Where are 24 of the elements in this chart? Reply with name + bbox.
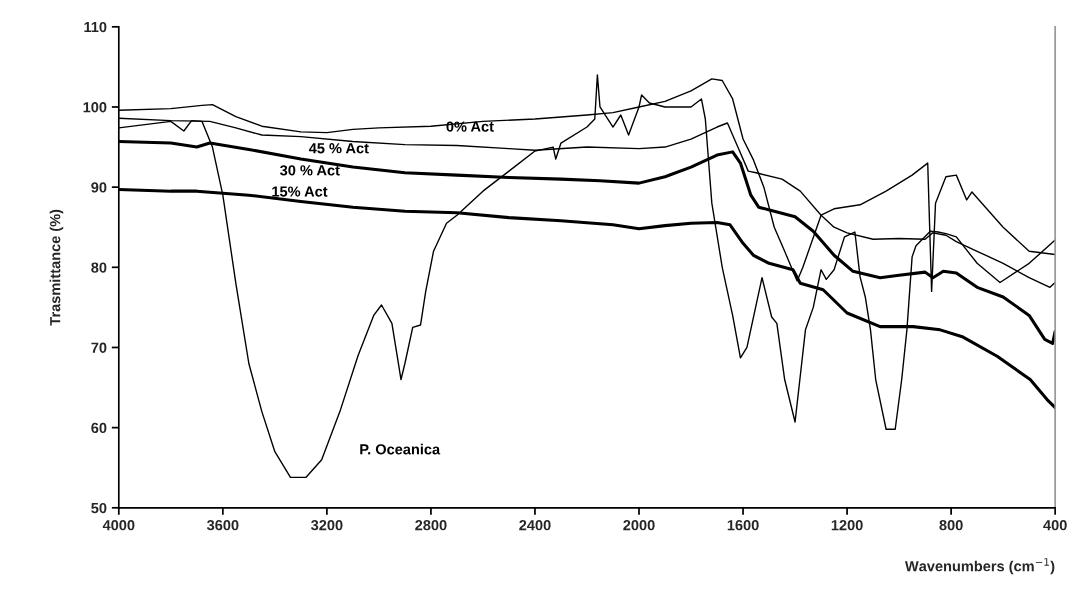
- y-tick-label: 90: [91, 182, 107, 193]
- y-tick-label: 100: [83, 102, 107, 113]
- x-tick-label: 2000: [623, 519, 655, 531]
- x-axis-title: Wavenumbers (cm$^{−1}$): [904, 558, 1055, 575]
- text: P. Oceanica: [360, 443, 441, 455]
- x-tick-label: 2400: [519, 519, 551, 531]
- x-tick-label: 800: [939, 519, 963, 531]
- x-tick-label: 1200: [831, 519, 863, 531]
- x-tick-label: 3600: [206, 519, 239, 531]
- series-label: 45 % Act: [308, 143, 369, 154]
- y-tick-label: 80: [91, 262, 107, 273]
- series-label: 0% Act: [446, 121, 494, 132]
- x-tick-label: 2800: [415, 519, 447, 531]
- y-tick-label: 60: [91, 422, 107, 434]
- y-tick-label: 50: [91, 502, 107, 514]
- y-tick-label: 110: [84, 21, 107, 33]
- y-tick-label: 70: [91, 342, 107, 353]
- x-tick-label: 400: [1043, 519, 1067, 531]
- y-axis-title: Trasmittance (%): [49, 209, 64, 326]
- x-tick-label: 4000: [102, 519, 135, 531]
- x-tick-label: 3200: [311, 519, 343, 531]
- series-label: 30 % Act: [280, 165, 340, 176]
- x-tick-label: 1600: [727, 519, 759, 531]
- series-label: 15% Act: [272, 186, 328, 197]
